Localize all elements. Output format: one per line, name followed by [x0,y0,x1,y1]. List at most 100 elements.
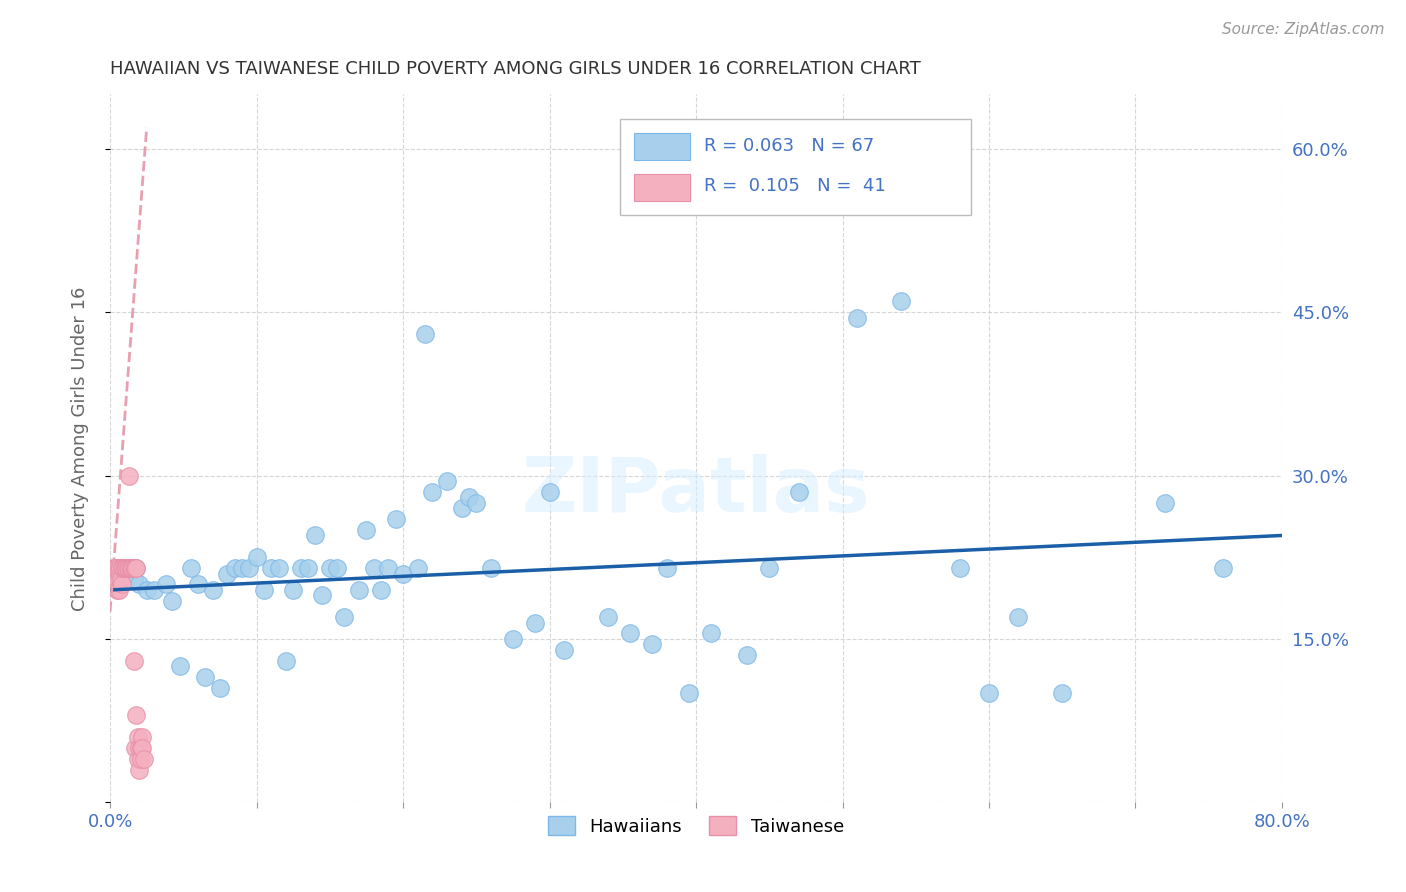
Point [129,752,152,766]
Point [127,752,149,766]
Point [377,561,399,575]
Point [131,730,153,744]
Point [118,561,141,575]
Point [224,561,246,575]
Point [194,670,217,684]
Point [260,561,283,575]
Point [128,763,150,777]
Point [187,577,209,591]
Point [949,561,972,575]
FancyBboxPatch shape [620,120,972,215]
Point [319,561,342,575]
Point [333,610,356,624]
Point [143,582,166,597]
Point [1212,561,1234,575]
Point [111,577,134,591]
Point [678,686,700,700]
Point [817,163,839,178]
Point [108,561,131,575]
Point [274,654,297,668]
Text: R = 0.063   N = 67: R = 0.063 N = 67 [704,137,875,155]
Point [238,561,260,575]
Point [128,740,150,755]
FancyBboxPatch shape [634,174,690,201]
Y-axis label: Child Poverty Among Girls Under 16: Child Poverty Among Girls Under 16 [72,286,89,610]
Point [115,561,138,575]
Point [553,642,575,657]
Point [121,561,143,575]
Text: HAWAIIAN VS TAIWANESE CHILD POVERTY AMONG GIRLS UNDER 16 CORRELATION CHART: HAWAIIAN VS TAIWANESE CHILD POVERTY AMON… [110,60,921,78]
Point [267,561,290,575]
Point [104,577,127,591]
Point [118,468,141,483]
Point [180,561,202,575]
Point [217,566,239,581]
Point [502,632,524,646]
Point [392,566,415,581]
Point [101,561,124,575]
Point [125,561,148,575]
Point [112,561,135,575]
Point [304,528,326,542]
Point [436,474,458,488]
Point [169,659,191,673]
Point [135,582,157,597]
Point [114,561,136,575]
Point [846,310,869,325]
Point [245,550,267,565]
Point [1007,610,1029,624]
Point [347,582,370,597]
Point [422,484,444,499]
Point [641,637,664,651]
Point [538,484,561,499]
Point [737,648,759,663]
Point [370,582,392,597]
Point [124,561,146,575]
Point [122,561,145,575]
Point [103,561,125,575]
Point [598,610,620,624]
Point [132,752,155,766]
Point [655,561,678,575]
Point [465,496,488,510]
Point [155,577,177,591]
Text: ZIPatlas: ZIPatlas [522,454,870,528]
Point [1052,686,1074,700]
Point [125,708,148,723]
Point [384,512,406,526]
Point [290,561,312,575]
FancyBboxPatch shape [634,134,690,161]
Point [112,561,135,575]
Point [110,572,132,586]
Point [105,582,128,597]
Point [111,561,134,575]
Point [110,561,132,575]
Point [160,594,183,608]
Point [253,582,276,597]
Point [120,561,142,575]
Text: R =  0.105   N =  41: R = 0.105 N = 41 [704,178,886,195]
Point [108,582,131,597]
Legend: Hawaiians, Taiwanese: Hawaiians, Taiwanese [541,809,851,843]
Point [450,501,472,516]
Point [105,561,128,575]
Point [208,681,231,695]
Point [201,582,224,597]
Point [406,561,429,575]
Point [125,561,148,575]
Point [523,615,546,630]
Point [115,561,138,575]
Point [1153,496,1175,510]
Point [356,523,378,537]
Point [104,561,127,575]
Point [311,588,333,602]
Point [120,561,142,575]
Point [297,561,319,575]
Point [283,582,305,597]
Text: Source: ZipAtlas.com: Source: ZipAtlas.com [1222,22,1385,37]
Point [758,561,780,575]
Point [131,740,153,755]
Point [127,730,149,744]
Point [787,484,810,499]
Point [326,561,349,575]
